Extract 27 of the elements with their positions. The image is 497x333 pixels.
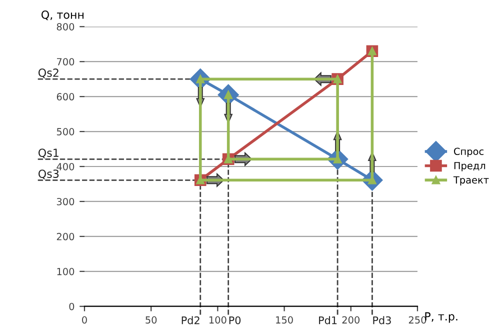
ref-line-label: Qs3: [38, 170, 59, 180]
legend-label: Спрос: [454, 148, 484, 157]
legend-label: Траект: [453, 176, 489, 186]
x-tick-label: 50: [146, 316, 157, 324]
x-tick-label: 150: [276, 316, 293, 324]
ref-line-label: Pd3: [373, 316, 391, 324]
y-tick-label: 400: [56, 162, 74, 170]
y-tick-label: 500: [56, 128, 74, 136]
legend-label: Предл: [454, 162, 486, 172]
x-axis-title: P, т.р.: [425, 312, 458, 323]
y-tick-label: 300: [56, 198, 74, 206]
x-tick-label: 100: [209, 316, 226, 324]
ref-line-label: Pd2: [182, 316, 200, 324]
y-tick-label: 0: [69, 302, 74, 310]
y-axis-title: Q, тонн: [42, 10, 84, 20]
y-tick-label: 800: [56, 23, 74, 30]
x-tick-label: 200: [342, 316, 360, 324]
ref-line-label: Pd1: [319, 316, 337, 324]
ref-line-label: P0: [229, 316, 241, 324]
ref-line-label: Qs2: [38, 68, 58, 78]
x-tick-label: 250: [408, 316, 426, 324]
y-tick-label: 700: [57, 58, 74, 66]
x-tick-label: 0: [82, 316, 87, 324]
y-tick-label: 100: [57, 268, 74, 276]
y-tick-label: 200: [56, 232, 74, 240]
y-tick-label: 600: [56, 93, 74, 100]
ref-line-label: Qs1: [38, 148, 58, 158]
